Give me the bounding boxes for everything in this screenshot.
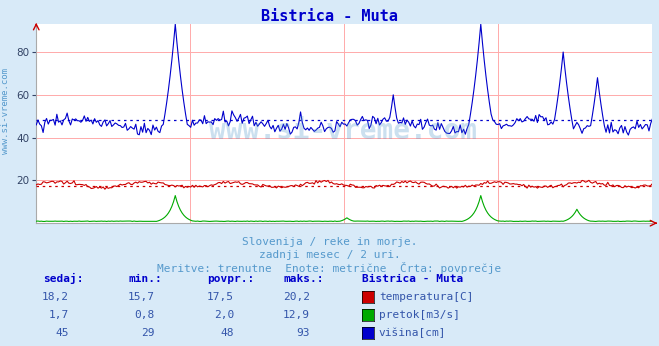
Text: Bistrica - Muta: Bistrica - Muta bbox=[362, 274, 464, 284]
Text: 17,5: 17,5 bbox=[207, 292, 234, 302]
Text: Bistrica - Muta: Bistrica - Muta bbox=[261, 9, 398, 24]
Text: maks.:: maks.: bbox=[283, 274, 324, 284]
Text: min.:: min.: bbox=[129, 274, 162, 284]
Text: 45: 45 bbox=[56, 328, 69, 338]
Text: višina[cm]: višina[cm] bbox=[379, 328, 446, 338]
Text: 29: 29 bbox=[142, 328, 155, 338]
Text: sedaj:: sedaj: bbox=[43, 273, 83, 284]
Text: povpr.:: povpr.: bbox=[208, 274, 255, 284]
Text: 0,8: 0,8 bbox=[134, 310, 155, 320]
Text: 48: 48 bbox=[221, 328, 234, 338]
Text: www.si-vreme.com: www.si-vreme.com bbox=[209, 118, 476, 145]
Text: 20,2: 20,2 bbox=[283, 292, 310, 302]
Text: 15,7: 15,7 bbox=[128, 292, 155, 302]
Text: Slovenija / reke in morje.: Slovenija / reke in morje. bbox=[242, 237, 417, 247]
Text: Meritve: trenutne  Enote: metrične  Črta: povprečje: Meritve: trenutne Enote: metrične Črta: … bbox=[158, 262, 501, 274]
Text: 18,2: 18,2 bbox=[42, 292, 69, 302]
Text: www.si-vreme.com: www.si-vreme.com bbox=[1, 68, 10, 154]
Text: 1,7: 1,7 bbox=[49, 310, 69, 320]
Text: 12,9: 12,9 bbox=[283, 310, 310, 320]
Text: 2,0: 2,0 bbox=[214, 310, 234, 320]
Text: 93: 93 bbox=[297, 328, 310, 338]
Text: temperatura[C]: temperatura[C] bbox=[379, 292, 473, 302]
Text: zadnji mesec / 2 uri.: zadnji mesec / 2 uri. bbox=[258, 250, 401, 260]
Text: pretok[m3/s]: pretok[m3/s] bbox=[379, 310, 460, 320]
